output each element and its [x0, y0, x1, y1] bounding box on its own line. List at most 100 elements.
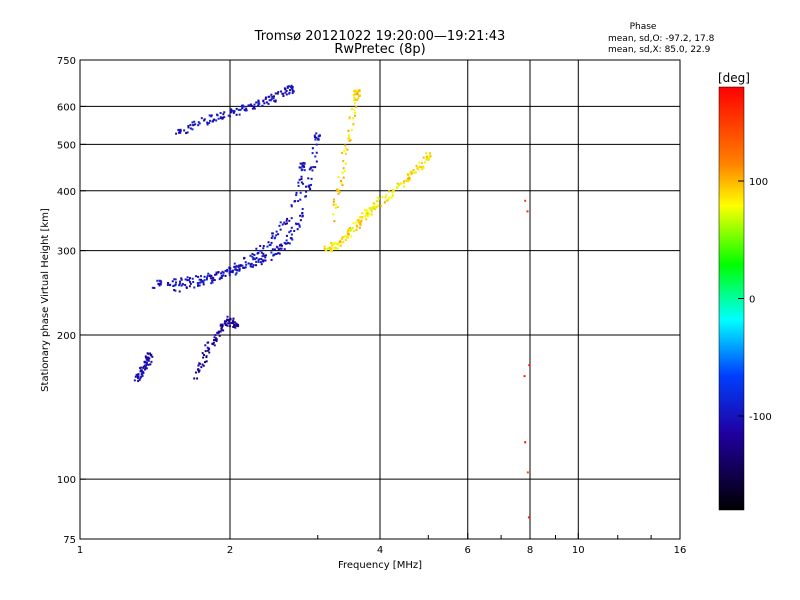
scatter-point	[223, 320, 226, 323]
scatter-point	[400, 182, 403, 185]
scatter-point	[219, 276, 222, 279]
scatter-point	[242, 266, 245, 269]
scatter-point	[385, 193, 388, 196]
scatter-point	[249, 263, 252, 266]
scatter-point	[337, 244, 340, 247]
scatter-point	[264, 96, 267, 99]
scatter-point	[274, 92, 277, 95]
scatter-point	[331, 244, 334, 247]
scatter-point	[215, 338, 218, 341]
scatter-point	[259, 244, 262, 247]
scatter-point	[185, 286, 188, 289]
scatter-point	[257, 99, 260, 102]
x-axis-ticks: 1 2 4 6 8 10 16	[77, 533, 687, 556]
scatter-point	[186, 131, 189, 134]
scatter-point	[219, 112, 222, 115]
scatter-point	[204, 350, 207, 353]
scatter-point	[218, 278, 221, 281]
colorbar-tick-label: -100	[749, 412, 772, 423]
scatter-point	[344, 239, 347, 242]
scatter-point	[175, 281, 178, 284]
scatter-point	[149, 354, 152, 357]
phase-stats-x: mean, sd,X: 85.0, 22.9	[608, 45, 711, 55]
scatter-point	[205, 356, 208, 359]
scatter-point	[255, 101, 258, 104]
scatter-point	[203, 279, 206, 282]
scatter-point	[257, 260, 260, 263]
scatter-point	[402, 180, 405, 183]
scatter-point	[415, 164, 418, 167]
scatter-point	[140, 375, 143, 378]
scatter-point	[195, 275, 198, 278]
scatter-point	[311, 147, 314, 150]
scatter-point	[209, 119, 212, 122]
scatter-point	[304, 185, 307, 188]
scatter-point	[286, 217, 289, 220]
scatter-point	[298, 178, 301, 181]
scatter-point	[210, 275, 213, 278]
scatter-point	[137, 373, 140, 376]
scatter-point	[224, 274, 227, 277]
scatter-point	[315, 136, 318, 139]
scatter-point	[186, 279, 189, 282]
scatter-point	[299, 191, 302, 194]
scatter-point	[244, 266, 247, 269]
grid-lines	[80, 60, 680, 539]
scatter-point	[198, 369, 201, 372]
scatter-point	[339, 180, 342, 183]
x-tick-label: 4	[377, 545, 383, 556]
scatter-point	[359, 221, 362, 224]
scatter-point	[318, 134, 321, 137]
scatter-point	[414, 171, 417, 174]
scatter-point	[244, 261, 247, 264]
scatter-point	[283, 248, 286, 251]
scatter-point	[258, 258, 261, 261]
scatter-point	[356, 89, 359, 92]
scatter-point	[256, 104, 259, 107]
scatter-point	[290, 217, 293, 220]
scatter-point	[241, 107, 244, 110]
scatter-point	[257, 100, 260, 103]
scatter-point	[221, 323, 224, 326]
x-tick-label: 6	[465, 545, 471, 556]
scatter-point	[235, 264, 238, 267]
scatter-point	[197, 364, 200, 367]
scatter-point	[408, 178, 411, 181]
scatter-point	[527, 516, 530, 519]
scatter-point	[337, 176, 340, 179]
scatter-point	[211, 281, 214, 284]
scatter-point	[314, 166, 317, 169]
scatter-point	[353, 109, 356, 112]
scatter-point	[334, 203, 337, 206]
x-tick-label: 16	[674, 545, 687, 556]
scatter-point	[147, 357, 150, 360]
scatter-point	[315, 160, 318, 163]
scatter-point	[249, 103, 252, 106]
scatter-point	[193, 377, 196, 380]
scatter-point	[203, 118, 206, 121]
scatter-point	[259, 261, 262, 264]
scatter-point	[333, 241, 336, 244]
scatter-point	[230, 111, 233, 114]
scatter-point	[354, 98, 357, 101]
scatter-point	[180, 284, 183, 287]
scatter-point	[208, 351, 211, 354]
scatter-point	[198, 122, 201, 125]
scatter-point	[255, 247, 258, 250]
scatter-point	[207, 347, 210, 350]
scatter-point	[413, 171, 416, 174]
colorbar-tick-label: 0	[749, 295, 755, 306]
scatter-point	[262, 247, 265, 250]
data-points	[133, 84, 531, 519]
scatter-point	[372, 205, 375, 208]
scatter-point	[196, 377, 199, 380]
scatter-point	[240, 104, 243, 107]
scatter-point	[338, 241, 341, 244]
scatter-point	[350, 228, 353, 231]
scatter-point	[174, 283, 177, 286]
scatter-point	[290, 233, 293, 236]
scatter-point	[228, 272, 231, 275]
scatter-point	[225, 318, 228, 321]
scatter-point	[341, 151, 344, 154]
scatter-point	[210, 115, 213, 118]
